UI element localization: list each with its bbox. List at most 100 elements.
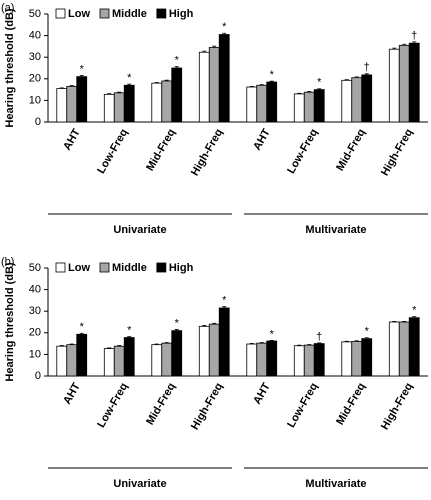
error-bar: [222, 32, 227, 35]
legend-swatch: [99, 8, 110, 19]
significance-marker: *: [127, 325, 132, 337]
bar: [171, 67, 183, 123]
group-label: Multivariate: [305, 224, 366, 236]
x-tick-label: Low-Freq: [285, 127, 320, 176]
error-bar: [164, 79, 169, 81]
bar: [76, 333, 88, 377]
bar: [313, 89, 325, 123]
y-axis-label: Hearing threshold (dB): [4, 262, 16, 382]
error-bar: [212, 322, 217, 325]
significance-marker: *: [80, 63, 85, 75]
error-bar: [69, 343, 74, 345]
significance-marker: *: [365, 326, 370, 338]
significance-marker: *: [412, 305, 417, 317]
error-bar: [154, 343, 159, 345]
bar: [398, 44, 410, 123]
error-bar: [249, 342, 254, 345]
error-bar: [392, 47, 397, 50]
y-tick-label: 50: [29, 262, 41, 274]
x-tick-label: Mid-Freq: [144, 127, 178, 173]
y-tick-label: 20: [29, 327, 41, 339]
significance-marker: †: [411, 30, 417, 42]
x-tick-label: High-Freq: [189, 381, 225, 432]
error-bar: [107, 347, 112, 349]
bar: [313, 343, 325, 377]
y-tick-label: 0: [35, 116, 41, 128]
bar: [303, 344, 315, 377]
error-bar: [354, 76, 359, 78]
x-tick-label: High-Freq: [379, 381, 415, 432]
bar: [76, 76, 88, 123]
bar: [171, 330, 183, 377]
bar: [161, 80, 173, 123]
legend-label: High: [169, 8, 194, 20]
error-bar: [202, 325, 207, 327]
x-tick-label: AHT: [251, 127, 273, 153]
bar: [161, 342, 173, 377]
x-tick-label: Low-Freq: [95, 127, 130, 176]
legend-swatch: [156, 262, 167, 273]
legend-label: High: [169, 262, 194, 274]
legend-label: Middle: [112, 8, 147, 20]
error-bar: [69, 85, 74, 87]
error-bar: [202, 50, 207, 53]
y-tick-label: 10: [29, 348, 41, 360]
bar: [218, 307, 230, 377]
significance-marker: *: [127, 72, 132, 84]
significance-marker: †: [364, 62, 370, 74]
error-bar: [412, 316, 417, 318]
bar: [123, 337, 135, 377]
significance-marker: *: [222, 21, 227, 33]
bar: [256, 342, 268, 377]
bar: [361, 338, 373, 377]
error-bar: [79, 74, 84, 77]
error-bar: [354, 340, 359, 342]
significance-marker: *: [270, 69, 275, 81]
error-bar: [117, 91, 122, 93]
error-bar: [127, 336, 132, 338]
error-bar: [317, 342, 322, 344]
bar: [66, 344, 78, 377]
group-label: Univariate: [113, 224, 166, 236]
error-bar: [59, 87, 64, 89]
bar: [198, 51, 210, 123]
legend-label: Low: [68, 8, 90, 20]
error-bar: [402, 43, 407, 46]
x-tick-label: Low-Freq: [285, 381, 320, 430]
error-bar: [402, 320, 407, 322]
error-bar: [344, 340, 349, 342]
x-tick-label: Mid-Freq: [144, 381, 178, 427]
error-bar: [269, 80, 274, 83]
significance-marker: *: [175, 55, 180, 67]
bar: [66, 85, 78, 123]
bar: [361, 74, 373, 123]
y-tick-label: 40: [29, 30, 41, 42]
bar: [408, 42, 420, 123]
bar: [246, 343, 258, 377]
bar: [198, 325, 210, 377]
group-label: Multivariate: [305, 478, 366, 490]
error-bar: [107, 93, 112, 95]
bar: [388, 321, 400, 377]
group-label: Univariate: [113, 478, 166, 490]
bar: [398, 321, 410, 377]
error-bar: [174, 66, 179, 68]
error-bar: [79, 332, 84, 335]
y-tick-label: 10: [29, 94, 41, 106]
x-tick-label: Mid-Freq: [334, 381, 368, 427]
bar: [388, 48, 400, 123]
bar: [123, 84, 135, 123]
bar: [113, 345, 125, 377]
x-tick-label: High-Freq: [379, 127, 415, 178]
legend-label: Middle: [112, 262, 147, 274]
y-tick-label: 20: [29, 73, 41, 85]
bar: [151, 344, 163, 377]
error-bar: [297, 92, 302, 94]
bar: [266, 81, 278, 123]
bar: [103, 348, 115, 377]
y-tick-label: 30: [29, 305, 41, 317]
error-bar: [174, 329, 179, 331]
error-bar: [259, 84, 264, 86]
y-tick-label: 0: [35, 370, 41, 382]
x-tick-label: Low-Freq: [95, 381, 130, 430]
